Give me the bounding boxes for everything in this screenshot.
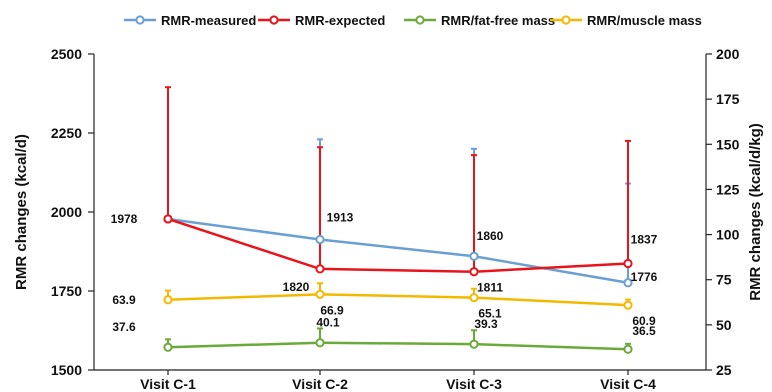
error-bars [165, 86, 631, 350]
data-label: 1820 [283, 280, 310, 294]
data-point [469, 292, 479, 303]
right-tick-label: 25 [716, 362, 732, 378]
legend: RMR-measured RMR-expected RMR/fat-free mas… [124, 13, 702, 28]
legend-marker [135, 15, 145, 25]
series-lines [163, 214, 633, 354]
data-label: 39.3 [474, 317, 498, 331]
data-point [163, 342, 173, 352]
right-tick-label: 100 [716, 227, 740, 243]
right-tick-label: 75 [716, 272, 732, 288]
data-label: 36.5 [632, 324, 656, 338]
series-line [167, 293, 629, 307]
data-point [623, 278, 633, 288]
data-label: 63.9 [112, 293, 136, 307]
data-label: 1811 [477, 281, 503, 295]
x-tick-label: Visit C-2 [292, 376, 348, 392]
x-tick-label: Visit C-1 [140, 376, 196, 392]
series-line [167, 217, 629, 285]
legend-label: RMR/fat-free mass [441, 13, 555, 28]
data-point [315, 289, 325, 299]
legend-marker [269, 15, 279, 25]
data-point [315, 338, 325, 348]
data-point [469, 251, 479, 261]
data-label: 66.9 [320, 303, 344, 317]
data-point [163, 295, 173, 305]
left-axis-title: RMR changes (kcal/d) [13, 134, 30, 290]
data-point [315, 234, 325, 245]
data-label: 37.6 [112, 320, 136, 334]
data-point [469, 267, 479, 277]
right-tick-label: 125 [716, 181, 740, 197]
legend-marker [415, 15, 425, 25]
data-label: 1978 [111, 212, 138, 226]
legend-marker [561, 15, 571, 25]
axes [93, 54, 707, 371]
data-label: 40.1 [316, 316, 340, 330]
right-tick-label: 175 [716, 91, 740, 107]
right-tick-label: 200 [716, 46, 740, 62]
series-line [167, 341, 629, 351]
data-label: 65.1 [478, 307, 502, 321]
data-point [623, 300, 633, 310]
right-tick-label: 150 [716, 136, 740, 152]
data-point [315, 264, 325, 274]
left-axis-ticks: 1500 1750 2000 2250 2500 [51, 46, 94, 378]
data-point [623, 258, 633, 269]
data-label: 1837 [631, 233, 658, 247]
data-label: 60.9 [632, 314, 656, 328]
legend-label: RMR/muscle mass [587, 13, 702, 28]
legend-label: RMR-expected [295, 13, 385, 28]
data-label: 1776 [631, 270, 658, 284]
x-tick-label: Visit C-4 [600, 376, 656, 392]
left-tick-label: 1500 [51, 362, 82, 378]
x-axis-ticks: Visit C-1 Visit C-2 Visit C-3 Visit C-4 [140, 370, 656, 392]
right-axis-title: RMR changes (kcal/d/kg) [747, 123, 764, 301]
data-label: 1860 [477, 229, 504, 243]
data-point [469, 339, 479, 349]
left-tick-label: 2250 [51, 125, 82, 141]
left-tick-label: 2000 [51, 204, 82, 220]
data-labels: 1913 1860 1776 1978 1820 1811 1837 37.6 40.1 39.3… [111, 210, 658, 338]
right-axis-ticks: 25 50 75 100 125 150 175 200 [706, 46, 740, 378]
legend-label: RMR-measured [161, 13, 256, 28]
data-point [163, 214, 173, 224]
right-tick-label: 50 [716, 317, 732, 333]
left-tick-label: 2500 [51, 46, 82, 62]
data-label: 1913 [327, 210, 354, 224]
series-line [167, 217, 629, 273]
left-tick-label: 1750 [51, 283, 82, 299]
data-point [623, 344, 633, 354]
x-tick-label: Visit C-3 [446, 376, 502, 392]
